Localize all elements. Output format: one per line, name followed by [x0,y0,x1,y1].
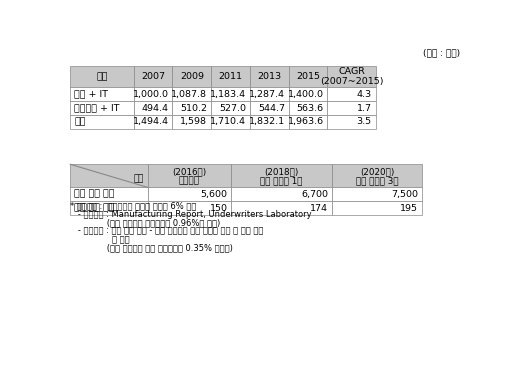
Bar [70,115,134,129]
Text: 생활용품 + IT: 생활용품 + IT [74,103,120,113]
Text: 1,000.0: 1,000.0 [133,90,168,99]
Text: 2009: 2009 [180,72,204,81]
Text: 563.6: 563.6 [296,103,324,113]
Text: 섬유 + IT: 섬유 + IT [74,90,108,99]
Bar [70,187,148,201]
Text: 총계: 총계 [74,117,85,127]
Bar [134,66,172,87]
Text: 544.7: 544.7 [258,103,285,113]
Text: 4.3: 4.3 [356,90,371,99]
Bar [70,101,134,115]
Bar [148,164,232,187]
Bar [289,66,327,87]
Text: 구분: 구분 [96,72,108,81]
Text: 년도: 년도 [133,174,144,184]
Text: 2011: 2011 [219,72,242,81]
Text: 한국 시장 규모: 한국 시장 규모 [74,204,114,213]
Text: (2016년): (2016년) [172,167,207,177]
Text: 2013: 2013 [257,72,281,81]
Bar [327,66,376,87]
Text: 195: 195 [400,204,418,213]
Bar [211,66,250,87]
Bar [332,164,422,187]
Bar [172,87,211,101]
Bar [327,87,376,101]
Bar [250,115,289,129]
Text: 1,710.4: 1,710.4 [210,117,246,127]
Bar [327,101,376,115]
Text: 1,963.6: 1,963.6 [287,117,324,127]
Text: 150: 150 [209,204,227,213]
Bar [332,187,422,201]
Bar [172,101,211,115]
Text: 6,700: 6,700 [301,190,328,199]
Bar [134,115,172,129]
Text: 1,494.4: 1,494.4 [133,117,168,127]
Text: 2015: 2015 [296,72,320,81]
Text: 5,600: 5,600 [200,190,227,199]
Bar [134,101,172,115]
Text: 1,832.1: 1,832.1 [249,117,285,127]
Bar [172,66,211,87]
Text: 2007: 2007 [141,72,165,81]
Text: 개발 종료후 3년: 개발 종료후 3년 [356,176,398,185]
Bar [232,201,332,215]
Bar [211,101,250,115]
Bar [232,164,332,187]
Text: 세계 시장 규모: 세계 시장 규모 [74,190,114,199]
Text: - 국내시장 : 국내 제조 기준 - 주요 구명조끼 업체 매출액 합계 및 시장 점유: - 국내시장 : 국내 제조 기준 - 주요 구명조끼 업체 매출액 합계 및 … [70,227,264,236]
Text: 1,400.0: 1,400.0 [287,90,324,99]
Bar [70,87,134,101]
Text: CAGR
(2007~2015): CAGR (2007~2015) [320,67,383,86]
Bar [148,187,232,201]
Text: 개발 종료후 1년: 개발 종료후 1년 [261,176,303,185]
Text: 510.2: 510.2 [180,103,207,113]
Text: (국내 스포츠용 의류 시장규모의 0.35% 규모임): (국내 스포츠용 의류 시장규모의 0.35% 규모임) [70,244,233,252]
Text: 1,087.8: 1,087.8 [171,90,207,99]
Text: 1.7: 1.7 [357,103,371,113]
Bar [232,187,332,201]
Text: 현재년도: 현재년도 [179,176,200,185]
Bar [250,66,289,87]
Text: 527.0: 527.0 [219,103,246,113]
Bar [250,101,289,115]
Bar [289,101,327,115]
Text: (2018년): (2018년) [265,167,299,177]
Bar [134,87,172,101]
Text: 1,287.4: 1,287.4 [249,90,285,99]
Text: 1,183.4: 1,183.4 [210,90,246,99]
Text: 1,598: 1,598 [180,117,207,127]
Bar [211,87,250,101]
Bar [70,164,148,187]
Bar [250,87,289,101]
Text: 174: 174 [310,204,328,213]
Bar [70,66,134,87]
Text: (2020년): (2020년) [360,167,394,177]
Bar [327,115,376,129]
Text: * 산출근거 :  예상규모는 연평균 성장률 6% 적용: * 산출근거 : 예상규모는 연평균 성장률 6% 적용 [70,201,196,210]
Text: 율 계산: 율 계산 [70,235,130,244]
Bar [289,115,327,129]
Bar [211,115,250,129]
Text: 3.5: 3.5 [356,117,371,127]
Bar [172,115,211,129]
Bar [70,201,148,215]
Text: - 세계시장 : Manufacturing Report, Underwriters Laboratory: - 세계시장 : Manufacturing Report, Underwrit… [70,210,312,219]
Text: (단위 : 억원): (단위 : 억원) [423,49,460,58]
Bar [332,201,422,215]
Bar [289,87,327,101]
Text: 494.4: 494.4 [141,103,168,113]
Text: 7,500: 7,500 [391,190,418,199]
Bar [148,201,232,215]
Text: (세계 스포츠용 의류시장의 0.96%로 예상): (세계 스포츠용 의류시장의 0.96%로 예상) [70,218,221,227]
